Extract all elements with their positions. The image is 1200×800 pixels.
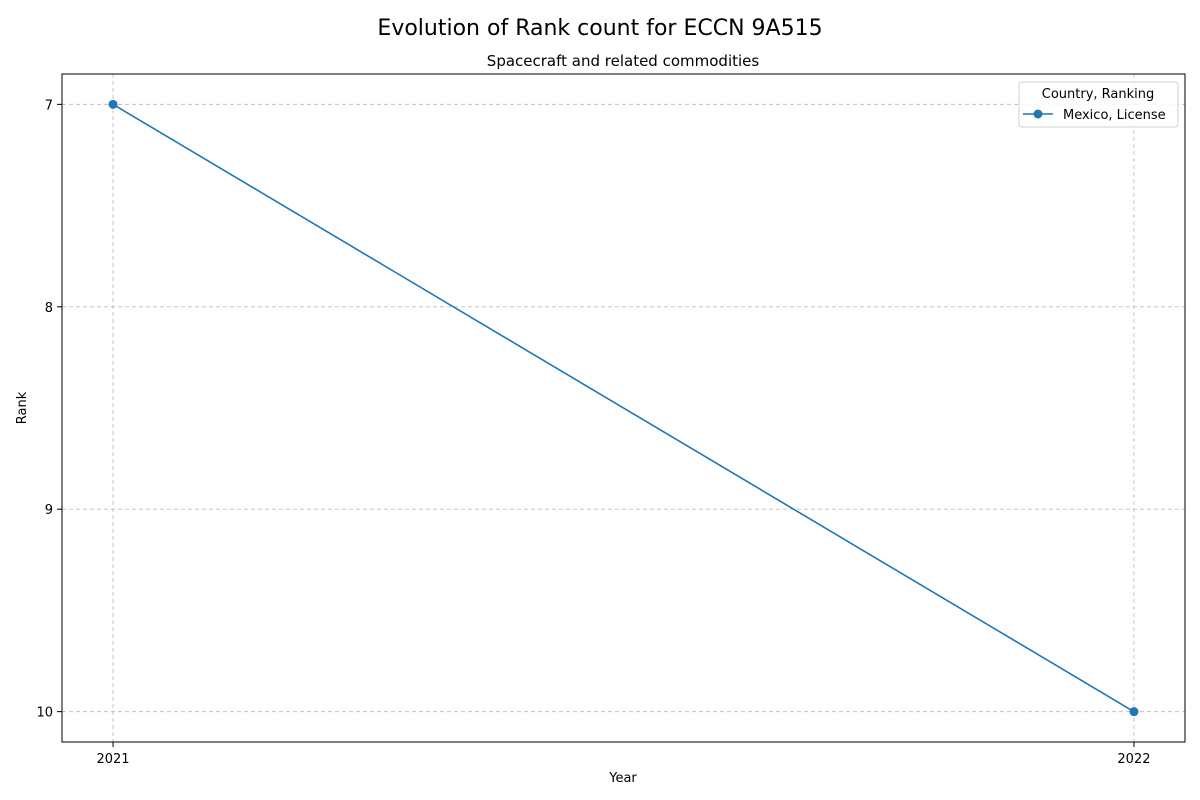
series-line xyxy=(112,103,1135,713)
plot-frame xyxy=(61,73,1186,743)
y-tick-label: 10 xyxy=(36,706,53,721)
y-axis-label: Rank xyxy=(15,391,30,424)
grid-lines xyxy=(62,74,1185,742)
axis-ticks: 2021 2022 7 8 9 10 xyxy=(36,98,1150,767)
legend-title: Country, Ranking xyxy=(1042,87,1155,102)
series-layer xyxy=(108,99,1139,717)
x-axis-label: Year xyxy=(608,771,637,786)
legend-series-label: Mexico, License xyxy=(1063,108,1166,123)
legend: Country, Ranking Mexico, License xyxy=(1018,81,1179,128)
legend-box xyxy=(1018,81,1179,128)
legend-marker-swatch xyxy=(1033,109,1043,119)
data-point xyxy=(1129,707,1139,717)
data-point xyxy=(108,99,118,109)
y-tick-label: 9 xyxy=(45,503,53,518)
y-tick-label: 8 xyxy=(45,301,53,316)
x-tick-label: 2022 xyxy=(1117,752,1150,767)
x-tick-label: 2021 xyxy=(96,752,129,767)
y-tick-label: 7 xyxy=(45,98,53,113)
chart-subtitle: Spacecraft and related commodities xyxy=(487,52,760,70)
chart-title: Evolution of Rank count for ECCN 9A515 xyxy=(377,16,822,41)
